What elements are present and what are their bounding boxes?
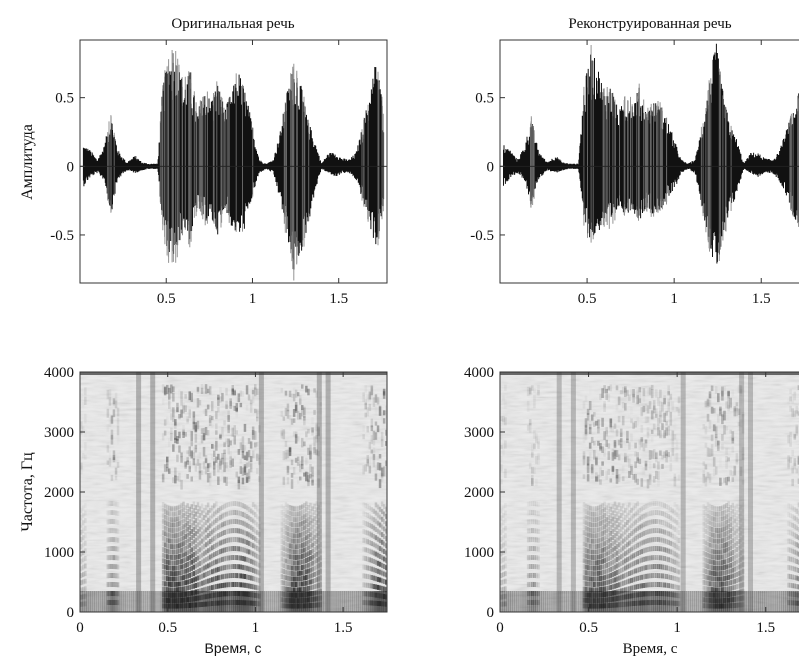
panel-original-spectrogram: Частота, Гц 0 0.5 1 1.5 0 1000 2000 3000 4000 Вр… [19, 365, 388, 656]
x-tick-label: 1 [252, 620, 260, 636]
y-tick-label: 2000 [44, 485, 74, 501]
waveform-reconstructed [500, 43, 799, 264]
xlabel-time-reconstructed: Время, с [623, 641, 678, 657]
panel-reconstructed-title: Реконструированная речь [568, 16, 731, 32]
axes-frame-original [79, 39, 388, 284]
ylabel-amplitude: Амплитуда [19, 124, 36, 200]
waveform-peaks [107, 50, 384, 281]
y-tick-label: 0 [487, 605, 495, 621]
y-tick-label: 1000 [464, 545, 494, 561]
spectrogram-reconstructed [500, 372, 799, 612]
y-tick-label: 4000 [464, 365, 494, 381]
x-tick-label: 0 [76, 620, 84, 636]
x-tick-label: 0.5 [578, 291, 597, 307]
panel-original-title: Оригинальная речь [171, 16, 294, 32]
x-tick-label: 0.5 [579, 620, 598, 636]
x-tick-label: 1 [670, 291, 678, 307]
ticks-spec-reconstructed: 0 0.5 1 1.5 0 1000 2000 3000 4000 [464, 365, 775, 636]
ticks-reconstructed: 0.5 1 1.5 0.5 0 -0.5 [470, 40, 771, 307]
y-tick-label: 0.5 [55, 91, 74, 107]
panel-original-waveform: Оригинальная речь Амплитуда 0.5 1 1.5 0.5 0 -… [19, 16, 388, 307]
panel-reconstructed-waveform: Реконструированная речь 0.5 1 1.5 0.5 0 -0.5 [470, 16, 799, 307]
x-tick-label: 1 [249, 291, 257, 307]
x-tick-label: 1 [673, 620, 681, 636]
axes-frame-reconstructed [499, 39, 799, 284]
x-tick-label: 0.5 [157, 291, 176, 307]
x-tick-label: 1.5 [756, 620, 775, 636]
x-tick-label: 1.5 [334, 620, 353, 636]
x-tick-label: 1.5 [329, 291, 348, 307]
y-tick-label: 3000 [44, 425, 74, 441]
y-tick-label: 0 [67, 605, 75, 621]
x-tick-label: 0 [496, 620, 504, 636]
y-tick-label: 3000 [464, 425, 494, 441]
ylabel-frequency: Частота, Гц [19, 452, 36, 532]
y-tick-label: 0.5 [475, 91, 494, 107]
y-tick-label: 0 [487, 159, 495, 175]
ticks-original: 0.5 1 1.5 0.5 0 -0.5 [50, 40, 348, 307]
ticks-spec-original: 0 0.5 1 1.5 0 1000 2000 3000 4000 [44, 365, 353, 636]
y-tick-label: 0 [67, 159, 75, 175]
y-tick-label: 1000 [44, 545, 74, 561]
y-tick-label: -0.5 [50, 228, 74, 244]
xlabel-time-original: Время, с [205, 640, 262, 656]
y-tick-label: 4000 [44, 365, 74, 381]
y-tick-label: 2000 [464, 485, 494, 501]
y-tick-label: -0.5 [470, 228, 494, 244]
panel-reconstructed-spectrogram: 0 0.5 1 1.5 0 1000 2000 3000 4000 Время, с [464, 365, 799, 657]
x-tick-label: 1.5 [752, 291, 771, 307]
spectrogram-original [80, 372, 387, 612]
waveform-original [80, 50, 387, 281]
x-tick-label: 0.5 [158, 620, 177, 636]
